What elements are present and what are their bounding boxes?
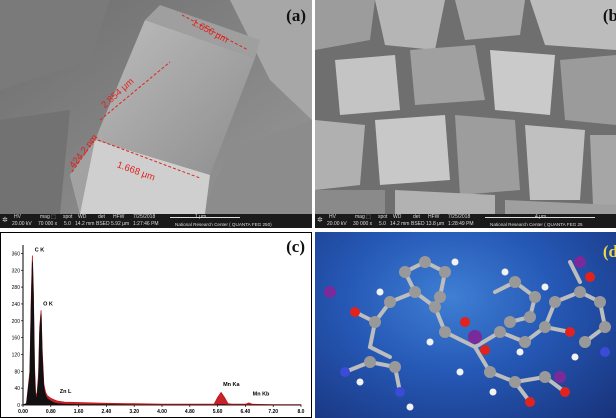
panel-label-b: (b (602, 6, 616, 25)
x-tick-label: 0.80 (46, 409, 56, 415)
peak-label: Mn Kb (253, 391, 270, 397)
molecular-model-panel: (d (315, 232, 616, 418)
spectrum-series-1 (22, 255, 302, 406)
peak-label: Zn L (60, 389, 72, 395)
scale-bar-label: 4 μm (535, 214, 547, 220)
y-tick-label: 320 (12, 268, 21, 274)
y-tick-label: 80 (14, 369, 20, 375)
panel-label-c: (c) (286, 237, 305, 256)
spectrum-series-0 (22, 261, 301, 406)
sem-info-bar: ✲ HV 20.00 kV mag ⬚ 70 000 x spot 5.0 WD 14.… (0, 214, 312, 228)
sem-image-a: 1.656 μm 2.854 μm 424.2 nm 1.668 μm (a) … (0, 0, 312, 228)
y-tick-label: 40 (14, 386, 20, 392)
sem-image-b: (b ✲ HV 20.00 kV mag ⬚ 30 000 x spot 5.0 WD… (315, 0, 616, 228)
peak-label: O K (43, 301, 53, 307)
fei-logo-icon: ✲ (317, 217, 323, 224)
y-tick-label: 160 (12, 336, 21, 342)
x-tick-label: 5.60 (213, 409, 223, 415)
y-tick-label: 280 (12, 285, 21, 291)
x-tick-label: 4.80 (185, 409, 195, 415)
y-tick-label: 0 (17, 403, 20, 409)
x-tick-label: 4.00 (157, 409, 167, 415)
x-tick-label: 8.0 (298, 409, 305, 415)
y-tick-label: 360 (12, 251, 21, 257)
panel-label-a: (a) (286, 6, 306, 25)
x-tick-label: 0.00 (18, 409, 28, 415)
molecule-ball-and-stick (324, 256, 611, 411)
x-tick-label: 1.60 (74, 409, 84, 415)
x-tick-label: 3.20 (129, 409, 139, 415)
y-tick-label: 120 (12, 352, 21, 358)
y-tick-label: 240 (12, 302, 21, 308)
sem-crystal-a (0, 0, 312, 228)
peak-label: Mn Ka (223, 382, 240, 388)
x-tick-label: 2.40 (102, 409, 112, 415)
sem-crystals-b (315, 0, 616, 228)
x-tick-label: 7.20 (268, 409, 278, 415)
panel-label-d: (d (602, 242, 616, 261)
y-tick-label: 200 (12, 319, 21, 325)
edx-spectrum-chart: 0 40 80 120 160 200 240 280 320 360 0.00 0.80 1.60 2.… (12, 245, 305, 415)
sem-info-bar: ✲ HV 20.00 kV mag ⬚ 30 000 x spot 5.0 WD 14.… (315, 214, 616, 228)
peak-label: C K (35, 247, 45, 253)
fei-logo-icon: ✲ (2, 217, 8, 224)
x-tick-label: 6.40 (241, 409, 251, 415)
scale-bar-label: 1 μm (195, 214, 207, 220)
edx-spectrum-panel: 0 40 80 120 160 200 240 280 320 360 0.00 0.80 1.60 2.… (0, 232, 312, 418)
